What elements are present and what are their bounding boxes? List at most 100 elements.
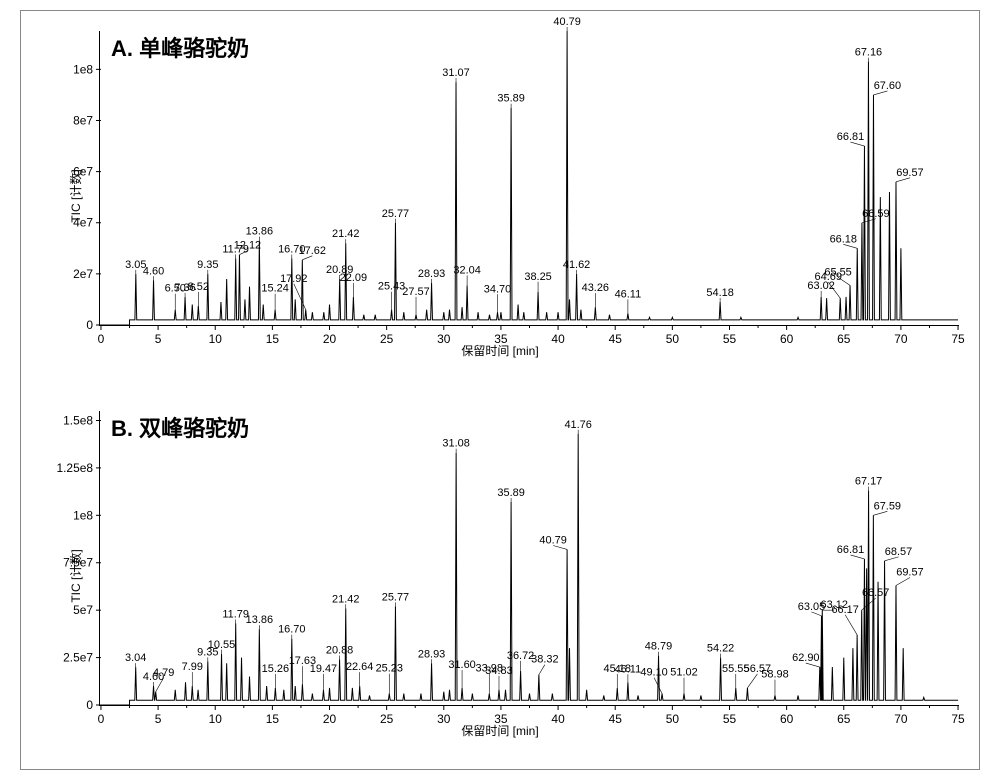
svg-text:45: 45: [609, 332, 623, 346]
svg-text:67.17: 67.17: [855, 476, 882, 488]
svg-text:25: 25: [380, 332, 394, 346]
svg-text:20: 20: [323, 712, 337, 726]
svg-text:28.93: 28.93: [418, 268, 445, 280]
svg-text:66.17: 66.17: [831, 604, 858, 616]
svg-text:3.04: 3.04: [125, 652, 146, 664]
svg-text:0: 0: [98, 332, 105, 346]
svg-text:8e7: 8e7: [73, 113, 93, 127]
svg-text:9.35: 9.35: [197, 259, 218, 271]
svg-text:43.26: 43.26: [582, 282, 609, 294]
svg-text:41.62: 41.62: [563, 259, 590, 271]
svg-text:4.60: 4.60: [143, 265, 164, 277]
svg-text:49.10: 49.10: [640, 667, 667, 679]
svg-text:65: 65: [837, 712, 851, 726]
svg-text:66.57: 66.57: [862, 587, 889, 599]
svg-text:34.70: 34.70: [484, 283, 511, 295]
svg-text:8.52: 8.52: [188, 281, 209, 293]
svg-text:70: 70: [894, 332, 908, 346]
svg-text:13.86: 13.86: [246, 226, 273, 238]
svg-text:5e7: 5e7: [73, 603, 93, 617]
svg-text:66.81: 66.81: [837, 544, 864, 556]
svg-text:58.98: 58.98: [761, 669, 788, 681]
svg-text:25.43: 25.43: [378, 281, 405, 293]
svg-text:6e7: 6e7: [73, 165, 93, 179]
svg-text:68.57: 68.57: [885, 546, 912, 558]
svg-text:21.42: 21.42: [332, 228, 359, 240]
svg-text:5: 5: [155, 332, 162, 346]
svg-text:54.22: 54.22: [707, 643, 734, 655]
svg-text:34.83: 34.83: [485, 665, 512, 677]
svg-text:35.89: 35.89: [497, 93, 524, 105]
svg-text:35: 35: [494, 332, 508, 346]
svg-text:67.16: 67.16: [855, 47, 882, 59]
svg-text:1e8: 1e8: [73, 62, 93, 76]
svg-text:67.60: 67.60: [874, 80, 901, 92]
svg-text:15.26: 15.26: [262, 663, 289, 675]
svg-text:15: 15: [266, 332, 280, 346]
svg-text:1.25e8: 1.25e8: [56, 461, 93, 475]
svg-text:60: 60: [780, 332, 794, 346]
svg-text:60: 60: [780, 712, 794, 726]
svg-text:2e7: 2e7: [73, 267, 93, 281]
svg-text:20: 20: [323, 332, 337, 346]
svg-text:65: 65: [837, 332, 851, 346]
svg-text:4.79: 4.79: [153, 667, 174, 679]
svg-text:40: 40: [551, 332, 565, 346]
svg-text:15: 15: [266, 712, 280, 726]
svg-text:31.08: 31.08: [442, 438, 469, 450]
svg-text:55: 55: [723, 712, 737, 726]
svg-text:35.89: 35.89: [497, 487, 524, 499]
svg-text:17.62: 17.62: [299, 245, 326, 257]
svg-text:69.57: 69.57: [896, 567, 923, 579]
svg-text:16.70: 16.70: [278, 624, 305, 636]
svg-text:66.81: 66.81: [837, 131, 864, 143]
svg-text:22.64: 22.64: [346, 661, 373, 673]
chromatogram-a: 05101520253035404550556065707502e74e76e7…: [100, 31, 959, 325]
svg-text:31.60: 31.60: [448, 659, 475, 671]
svg-text:35: 35: [494, 712, 508, 726]
svg-text:10: 10: [209, 332, 223, 346]
panel-b: B. 双峰骆驼奶 TIC [计数] 保留时间 [min] 05101520253…: [21, 391, 979, 761]
svg-text:51.02: 51.02: [670, 667, 697, 679]
svg-text:50: 50: [666, 712, 680, 726]
svg-text:19.47: 19.47: [310, 663, 337, 675]
svg-text:25.77: 25.77: [382, 591, 409, 603]
svg-text:2.5e7: 2.5e7: [63, 651, 93, 665]
svg-text:55: 55: [723, 332, 737, 346]
svg-text:50: 50: [666, 332, 680, 346]
svg-text:62.90: 62.90: [792, 652, 819, 664]
svg-text:75: 75: [951, 332, 965, 346]
svg-text:40.79: 40.79: [539, 534, 566, 546]
svg-text:1e8: 1e8: [73, 508, 93, 522]
svg-text:30: 30: [437, 332, 451, 346]
svg-text:38.25: 38.25: [524, 271, 551, 283]
svg-text:13.86: 13.86: [246, 614, 273, 626]
svg-text:66.18: 66.18: [830, 233, 857, 245]
svg-text:0: 0: [86, 698, 93, 712]
svg-text:10: 10: [209, 712, 223, 726]
svg-text:27.57: 27.57: [402, 286, 429, 298]
plot-area-b: 05101520253035404550556065707502.5e75e77…: [99, 411, 959, 706]
svg-text:7.5e7: 7.5e7: [63, 556, 93, 570]
svg-text:31.07: 31.07: [442, 67, 469, 79]
plot-area-a: 05101520253035404550556065707502e74e76e7…: [99, 31, 959, 326]
svg-text:32.04: 32.04: [453, 264, 480, 276]
svg-text:1.5e8: 1.5e8: [63, 413, 93, 427]
svg-text:40.79: 40.79: [553, 16, 580, 28]
svg-text:10.55: 10.55: [208, 639, 235, 651]
svg-text:67.59: 67.59: [874, 500, 901, 512]
chromatogram-b: 05101520253035404550556065707502.5e75e77…: [100, 411, 959, 705]
svg-text:46.11: 46.11: [615, 663, 642, 675]
figure-frame: A. 单峰骆驼奶 TIC [计数] 保留时间 [min] 05101520253…: [20, 10, 980, 770]
svg-text:75: 75: [951, 712, 965, 726]
svg-text:46.11: 46.11: [615, 289, 642, 301]
svg-text:70: 70: [894, 712, 908, 726]
svg-text:25: 25: [380, 712, 394, 726]
svg-text:54.18: 54.18: [706, 287, 733, 299]
svg-text:41.76: 41.76: [564, 419, 591, 431]
svg-text:45: 45: [609, 712, 623, 726]
svg-text:25.23: 25.23: [376, 663, 403, 675]
svg-text:69.57: 69.57: [896, 167, 923, 179]
svg-text:22.09: 22.09: [340, 272, 367, 284]
svg-text:7.99: 7.99: [182, 661, 203, 673]
